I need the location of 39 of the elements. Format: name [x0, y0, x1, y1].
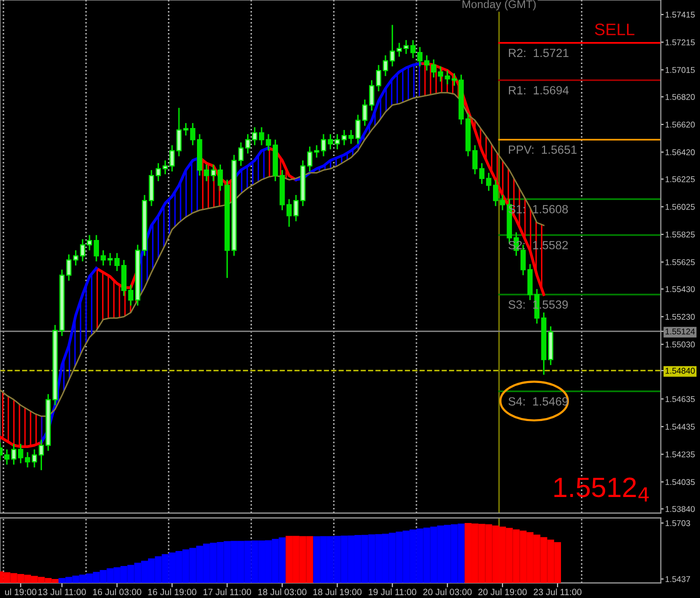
y-tick-label: 1.54635 — [666, 396, 695, 402]
y-tick-label: 1.57415 — [666, 12, 695, 18]
y-tick-label: 1.5437 — [666, 576, 690, 582]
y-tick-label: 1.55430 — [666, 286, 695, 292]
ref-line-label: PPV: 1.5651 — [508, 146, 577, 154]
y-tick-label: 1.54435 — [666, 424, 695, 430]
y-tick-label: 1.56225 — [666, 176, 695, 182]
x-tick-label: 13 Jul 11:00 — [38, 588, 86, 596]
x-tick-label: 19 Jul 11:00 — [368, 588, 416, 596]
x-tick-label: 18 Jul 19:00 — [313, 588, 362, 596]
x-tick-label: ul 19:00 — [5, 588, 36, 596]
y-tick-label: 1.54840 — [666, 368, 695, 374]
y-tick-label: 1.56025 — [666, 204, 695, 210]
y-tick-label: 1.57015 — [666, 67, 695, 73]
x-tick-label: 18 Jul 03:00 — [258, 588, 306, 596]
x-tick-label: 20 Jul 19:00 — [478, 588, 527, 596]
x-tick-label: 20 Jul 03:00 — [423, 588, 472, 596]
annotation: 1.5512$_{4}$ — [554, 478, 649, 502]
x-tick-label: 23 Jul 11:00 — [534, 588, 582, 596]
y-tick-label: 1.55124 — [666, 328, 695, 334]
y-tick-label: 1.57215 — [666, 39, 695, 46]
x-tick-label: 16 Jul 19:00 — [148, 588, 196, 596]
y-tick-label: 1.55030 — [666, 342, 695, 348]
y-tick-label: 1.56820 — [666, 94, 695, 100]
y-tick-label: 1.54035 — [666, 479, 695, 486]
y-tick-label: 1.55625 — [666, 259, 695, 266]
y-tick-label: 1.54235 — [666, 451, 695, 458]
x-tick-label: 17 Jul 11:00 — [204, 588, 252, 596]
y-tick-label: 1.53840 — [666, 506, 695, 512]
x-tick-label: 16 Jul 03:00 — [93, 588, 142, 596]
y-tick-label: 1.56420 — [666, 149, 695, 156]
y-tick-label: 1.55230 — [666, 314, 695, 320]
y-tick-label: 1.56620 — [666, 122, 695, 128]
y-tick-label: 1.5703 — [666, 520, 690, 526]
ref-line-label: R1: 1.5694 — [508, 86, 569, 94]
ref-line-label: R2: 1.5721 — [508, 48, 568, 58]
annotation: Monday (GMT) — [462, 0, 536, 10]
annotation: SELL — [594, 24, 634, 36]
y-tick-label: 1.55825 — [666, 232, 695, 238]
